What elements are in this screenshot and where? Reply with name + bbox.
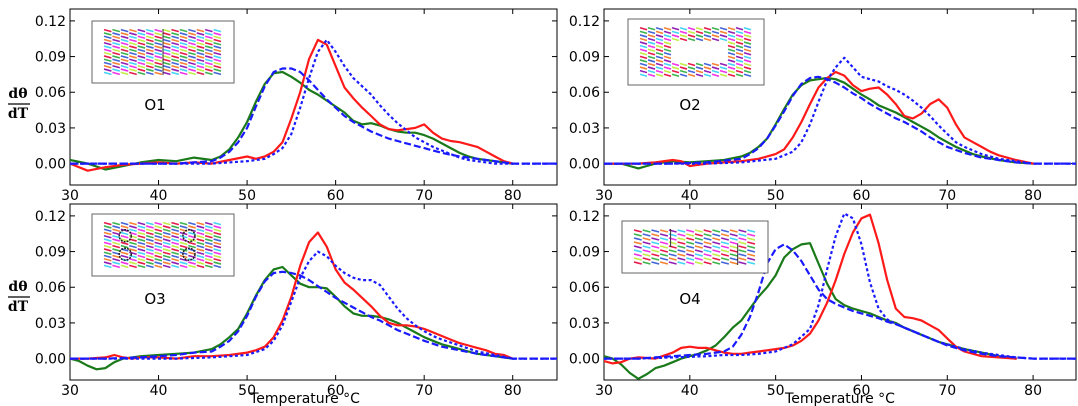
x-tick-label: 80 [1024, 188, 1042, 204]
series-line-red-solid [604, 70, 1035, 168]
y-tick-label: 0.03 [569, 316, 600, 332]
series-line-blue-dotted [604, 56, 1076, 165]
y-tick-label: 0.06 [35, 85, 66, 101]
ylabel-bottom: dθ dT [8, 279, 30, 315]
ylabel-top: dθ dT [8, 86, 30, 122]
y-tick-label: 0.09 [35, 245, 66, 261]
ylabel-denominator: dT [8, 299, 29, 315]
x-tick-label: 40 [681, 383, 699, 399]
x-tick-label: 70 [415, 383, 433, 399]
x-tick-label: 70 [938, 383, 956, 399]
y-tick-label: 0.09 [569, 245, 600, 261]
x-tick-label: 50 [767, 188, 785, 204]
x-tick-label: 80 [504, 188, 522, 204]
panel-o1: 30 40 50 60 70 80 0.00 0.03 0.06 0.09 0.12 O1 [35, 8, 558, 204]
x-tick-label: 70 [415, 188, 433, 204]
panel-label: O3 [144, 290, 165, 308]
y-tick-label: 0.00 [35, 157, 66, 173]
y-tick-label: 0.06 [569, 280, 600, 296]
y-tick-label: 0.09 [35, 50, 66, 66]
y-tick-label: 0.12 [569, 14, 600, 30]
panel-label: O1 [144, 96, 165, 114]
x-tick-label: 40 [150, 188, 168, 204]
x-tick-label: 30 [595, 383, 613, 399]
panel-o2: 30 40 50 60 70 80 0.00 0.03 0.06 0.09 0.12 O2 [569, 8, 1077, 204]
y-tick-label: 0.03 [35, 316, 66, 332]
x-tick-label: 80 [1024, 383, 1042, 399]
series-line-blue-dashed [604, 75, 1076, 165]
x-axis-label-right: Temperature °C [784, 391, 895, 406]
x-tick-label: 40 [150, 383, 168, 399]
y-tick-label: 0.12 [569, 209, 600, 225]
panel-o4: 30 40 50 60 70 80 0.00 0.03 0.06 0.09 0.12 O4 [569, 203, 1077, 399]
series-line-blue-dashed [70, 270, 557, 360]
y-tick-label: 0.12 [35, 14, 66, 30]
y-tick-label: 0.09 [569, 50, 600, 66]
ylabel-numerator: dθ [8, 279, 27, 295]
y-tick-label: 0.12 [35, 209, 66, 225]
x-tick-label: 60 [327, 188, 345, 204]
panel-o3: 30 40 50 60 70 80 0.00 0.03 0.06 0.09 0.12 O3 [35, 203, 558, 399]
x-tick-label: 80 [504, 383, 522, 399]
x-tick-label: 70 [938, 188, 956, 204]
dna-origami-rectangle-icon [91, 20, 235, 84]
series-line-red-solid [70, 231, 514, 360]
panel-label: O2 [679, 96, 700, 114]
x-tick-label: 50 [238, 188, 256, 204]
series-line-green-solid [70, 265, 514, 371]
x-tick-label: 60 [853, 383, 871, 399]
y-tick-label: 0.00 [569, 352, 600, 368]
x-tick-label: 50 [238, 383, 256, 399]
y-tick-label: 0.03 [35, 121, 66, 137]
ylabel-numerator: dθ [8, 86, 27, 102]
x-tick-label: 30 [595, 188, 613, 204]
x-tick-label: 30 [61, 383, 79, 399]
y-tick-label: 0.00 [35, 352, 66, 368]
x-axis-label-left: Temperature °C [249, 391, 360, 406]
series-line-blue-dashed [70, 67, 557, 165]
y-tick-label: 0.03 [569, 121, 600, 137]
dna-origami-stacked-icon [621, 220, 769, 274]
ylabel-denominator: dT [8, 106, 29, 122]
dna-origami-lattice-icon [91, 213, 235, 277]
x-tick-label: 40 [681, 188, 699, 204]
x-tick-label: 50 [767, 383, 785, 399]
series-line-blue-dotted [70, 250, 557, 360]
panel-label: O4 [679, 290, 700, 308]
y-tick-label: 0.00 [569, 157, 600, 173]
series-line-blue-dotted [70, 38, 557, 165]
series-line-blue-dotted [604, 212, 1076, 360]
x-tick-label: 60 [853, 188, 871, 204]
x-tick-label: 60 [327, 383, 345, 399]
y-tick-label: 0.06 [35, 280, 66, 296]
x-tick-label: 30 [61, 188, 79, 204]
y-tick-label: 0.06 [569, 85, 600, 101]
dna-origami-with-hole-icon [627, 18, 765, 86]
series-line-red-solid [604, 213, 1017, 365]
